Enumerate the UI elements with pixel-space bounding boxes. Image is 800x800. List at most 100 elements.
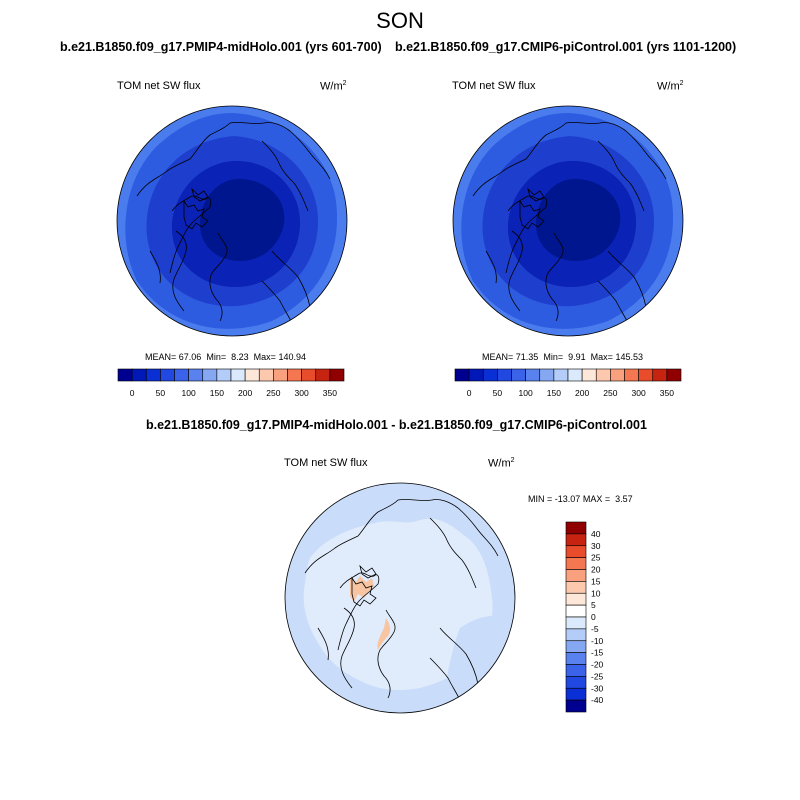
- stats-difference: MIN = -13.07 MAX = 3.57: [528, 494, 633, 504]
- contour-band: [377, 618, 391, 650]
- colorbar-swatch: [565, 652, 587, 665]
- map-boundary: [452, 105, 684, 337]
- colorbar-swatch: [525, 368, 541, 382]
- colorbar-swatch: [539, 368, 555, 382]
- panel-title-midholo: b.e21.B1850.f09_g17.PMIP4-midHolo.001 (y…: [60, 40, 382, 54]
- colorbar-swatch: [511, 368, 526, 382]
- panel-title-difference: b.e21.B1850.f09_g17.PMIP4-midHolo.001 - …: [146, 418, 647, 432]
- variable-label-difference: TOM net SW flux: [284, 457, 368, 469]
- colorbar-swatch: [216, 368, 232, 382]
- colorbar-tick-label: 50: [493, 388, 503, 398]
- colorbar-swatch: [468, 368, 484, 382]
- colorbar-swatch: [565, 521, 587, 535]
- polar-map-picontrol: [452, 105, 684, 337]
- units-label-difference: W/m2: [488, 457, 515, 470]
- colorbar-tick-label: 300: [295, 388, 309, 398]
- colorbar-swatch: [610, 368, 625, 382]
- colorbar-tick-label: 200: [575, 388, 589, 398]
- colorbar-swatch: [160, 368, 175, 382]
- colorbar-swatch: [497, 368, 512, 382]
- map-boundary: [116, 105, 348, 337]
- coastlines: [472, 122, 667, 324]
- colorbar-swatch: [230, 368, 246, 382]
- colorbar-swatch: [565, 581, 587, 594]
- colorbar-swatch: [595, 368, 611, 382]
- colorbar-swatch: [454, 368, 470, 382]
- colorbar-swatch: [188, 368, 204, 382]
- colorbar-swatch: [565, 592, 587, 606]
- colorbar-swatch: [287, 368, 302, 382]
- colorbar-swatch: [565, 569, 587, 582]
- colorbar-swatch: [565, 687, 587, 701]
- colorbar-tick-label: 250: [603, 388, 617, 398]
- colorbar-picontrol: 0 50 100 150 200 250 300 350: [454, 368, 682, 398]
- colorbar-swatch: [117, 368, 133, 382]
- colorbar-tick-label: 10: [591, 588, 601, 598]
- figure-title: SON: [376, 8, 424, 33]
- colorbar-tick-label: -10: [591, 636, 604, 646]
- colorbar-swatch: [581, 368, 597, 382]
- stats-picontrol: MEAN= 71.35 Min= 9.91 Max= 145.53: [482, 352, 643, 362]
- panel-title-picontrol: b.e21.B1850.f09_g17.CMIP6-piControl.001 …: [395, 40, 737, 54]
- contour-band: [350, 576, 374, 602]
- colorbar-swatch: [145, 368, 161, 382]
- colorbar-tick-label: 350: [323, 388, 337, 398]
- colorbar-tick-label: 0: [467, 388, 472, 398]
- contour-band: [303, 518, 493, 691]
- colorbar-swatch: [565, 628, 587, 642]
- colorbar-swatch: [565, 545, 587, 558]
- colorbar-swatch: [638, 368, 654, 382]
- colorbar-tick-label: 25: [591, 553, 601, 563]
- variable-label-picontrol: TOM net SW flux: [452, 80, 536, 92]
- colorbar-swatch: [565, 616, 587, 630]
- colorbar-tick-label: 0: [591, 612, 596, 622]
- map-boundary: [284, 482, 516, 714]
- colorbar-swatch: [202, 368, 218, 382]
- colorbar-tick-label: 40: [591, 529, 601, 539]
- colorbar-tick-label: -20: [591, 660, 604, 670]
- colorbar-swatch: [258, 368, 274, 382]
- coastlines: [136, 122, 331, 324]
- colorbar-swatch: [131, 368, 147, 382]
- colorbar-tick-label: 15: [591, 576, 601, 586]
- colorbar-swatch: [315, 368, 331, 382]
- colorbar-tick-label: 150: [210, 388, 224, 398]
- colorbar-swatch: [565, 533, 587, 547]
- colorbar-swatch: [565, 699, 587, 713]
- colorbar-swatch: [652, 368, 668, 382]
- colorbar-swatch: [565, 640, 587, 653]
- colorbar-swatch: [553, 368, 569, 382]
- colorbar-tick-label: 0: [130, 388, 135, 398]
- units-label-picontrol: W/m2: [657, 80, 684, 93]
- colorbar-swatch: [567, 368, 583, 382]
- colorbar-tick-label: -5: [591, 624, 599, 634]
- polar-map-difference: [284, 482, 516, 714]
- colorbar-tick-label: 50: [156, 388, 166, 398]
- colorbar-tick-label: 250: [266, 388, 280, 398]
- colorbar-swatch: [565, 676, 587, 689]
- colorbar-tick-label: 300: [632, 388, 646, 398]
- colorbar-swatch: [301, 368, 317, 382]
- colorbar-tick-label: 5: [591, 600, 596, 610]
- colorbar-swatch: [565, 604, 587, 618]
- contour-band: [536, 178, 621, 261]
- units-label-midholo: W/m2: [320, 80, 347, 93]
- colorbar-tick-label: 20: [591, 565, 601, 575]
- colorbar-tick-label: -30: [591, 683, 604, 693]
- stats-midholo: MEAN= 67.06 Min= 8.23 Max= 140.94: [145, 352, 306, 362]
- colorbar-tick-label: 200: [238, 388, 252, 398]
- polar-map-midholo: [116, 105, 348, 337]
- colorbar-swatch: [565, 664, 587, 677]
- colorbar-tick-label: 100: [182, 388, 196, 398]
- colorbar-swatch: [624, 368, 639, 382]
- colorbar-tick-label: -40: [591, 695, 604, 705]
- colorbar-swatch: [244, 368, 260, 382]
- colorbar-tick-label: -15: [591, 648, 604, 658]
- colorbar-tick-label: 30: [591, 541, 601, 551]
- colorbar-swatch: [174, 368, 189, 382]
- colorbar-swatch: [482, 368, 498, 382]
- colorbar-tick-label: 350: [660, 388, 674, 398]
- variable-label-midholo: TOM net SW flux: [117, 80, 201, 92]
- colorbar-tick-label: 150: [547, 388, 561, 398]
